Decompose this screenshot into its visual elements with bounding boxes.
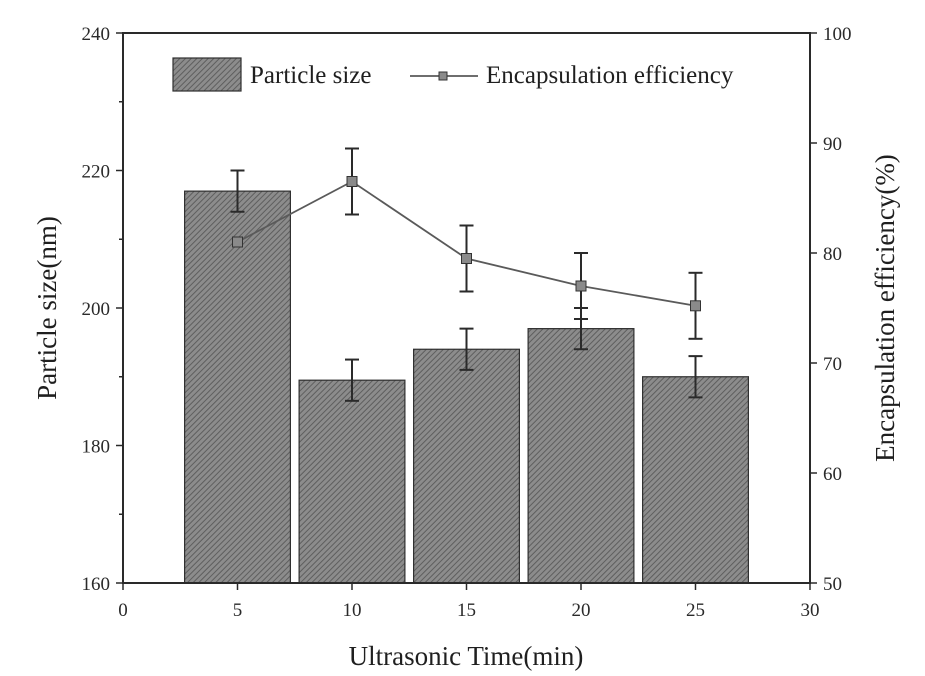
y2-tick-label-90: 90	[823, 134, 842, 155]
bar-error-bars	[230, 169, 703, 402]
y-tick-label-200: 200	[82, 299, 111, 320]
y2-axis-title: Encapsulation efficiency(%)	[870, 154, 900, 462]
bar-5	[184, 190, 291, 584]
y-tick-label-180: 180	[82, 437, 111, 458]
x-tick-label-5: 5	[233, 600, 243, 621]
bar-20	[527, 328, 635, 584]
bars-group	[184, 190, 749, 584]
y-axis-title: Particle size(nm)	[32, 216, 62, 400]
legend: Particle size Encapsulation efficiency	[172, 57, 734, 92]
ee-point-25	[690, 300, 701, 312]
y-axis-ticks: 160 180 200 220 240	[82, 24, 123, 595]
bar-10	[298, 379, 406, 584]
y2-tick-label-50: 50	[823, 574, 842, 595]
legend-marker-swatch	[438, 71, 448, 81]
y2-tick-label-60: 60	[823, 464, 842, 485]
y2-axis-ticks: 50 60 70 80 90 100	[810, 24, 852, 595]
x-axis-ticks: 0 5 10 15 20 25 30	[118, 583, 820, 621]
y2-tick-label-100: 100	[823, 24, 852, 45]
x-axis-title: Ultrasonic Time(min)	[349, 641, 584, 671]
y2-tick-label-70: 70	[823, 354, 842, 375]
y-tick-label-220: 220	[82, 162, 111, 183]
x-tick-label-25: 25	[686, 600, 705, 621]
y-tick-label-160: 160	[82, 574, 111, 595]
bar-25	[642, 376, 749, 584]
x-tick-label-30: 30	[801, 600, 820, 621]
ee-point-15	[461, 253, 472, 264]
ee-point-5	[232, 236, 243, 248]
x-tick-label-20: 20	[572, 600, 591, 621]
legend-bar-swatch	[172, 57, 242, 92]
legend-label-encapsulation: Encapsulation efficiency	[486, 62, 734, 89]
y-tick-label-240: 240	[82, 24, 111, 45]
encapsulation-line-group	[232, 147, 703, 340]
ee-point-10	[346, 176, 358, 187]
x-tick-label-10: 10	[343, 600, 362, 621]
x-tick-label-0: 0	[118, 600, 128, 621]
legend-label-particle-size: Particle size	[250, 62, 371, 89]
ee-point-20	[575, 280, 587, 292]
bar-15	[413, 348, 520, 584]
x-tick-label-15: 15	[457, 600, 476, 621]
y2-tick-label-80: 80	[823, 244, 842, 265]
